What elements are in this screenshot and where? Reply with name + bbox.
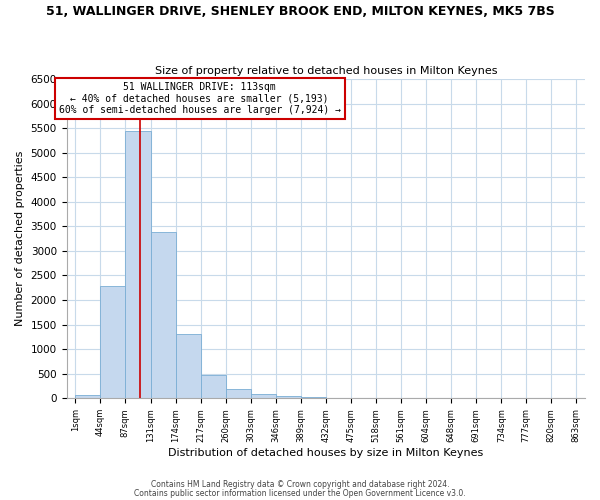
Bar bbox=[76, 395, 100, 398]
Bar bbox=[125, 130, 151, 398]
Bar bbox=[201, 374, 226, 398]
Bar bbox=[251, 394, 275, 398]
Text: Contains HM Land Registry data © Crown copyright and database right 2024.: Contains HM Land Registry data © Crown c… bbox=[151, 480, 449, 489]
Bar bbox=[176, 334, 200, 398]
Bar bbox=[226, 388, 251, 398]
Y-axis label: Number of detached properties: Number of detached properties bbox=[15, 151, 25, 326]
Bar bbox=[276, 396, 301, 398]
Text: 51, WALLINGER DRIVE, SHENLEY BROOK END, MILTON KEYNES, MK5 7BS: 51, WALLINGER DRIVE, SHENLEY BROOK END, … bbox=[46, 5, 554, 18]
Title: Size of property relative to detached houses in Milton Keynes: Size of property relative to detached ho… bbox=[155, 66, 497, 76]
Text: Contains public sector information licensed under the Open Government Licence v3: Contains public sector information licen… bbox=[134, 488, 466, 498]
Bar bbox=[151, 232, 176, 398]
Text: 51 WALLINGER DRIVE: 113sqm
← 40% of detached houses are smaller (5,193)
60% of s: 51 WALLINGER DRIVE: 113sqm ← 40% of deta… bbox=[59, 82, 341, 116]
Bar bbox=[100, 286, 125, 398]
X-axis label: Distribution of detached houses by size in Milton Keynes: Distribution of detached houses by size … bbox=[168, 448, 484, 458]
